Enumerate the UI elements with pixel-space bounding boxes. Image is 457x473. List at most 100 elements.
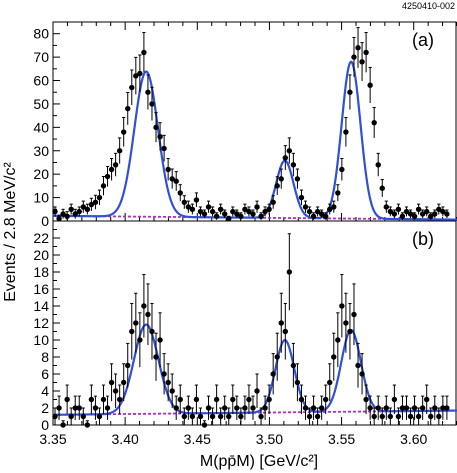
data-point (266, 384, 272, 414)
data-marker (165, 379, 171, 386)
data-marker (193, 396, 200, 403)
data-marker (226, 413, 232, 420)
data-marker (419, 405, 426, 411)
x-tick-label: 3.60 (400, 431, 427, 447)
data-point (153, 332, 159, 381)
data-point (189, 203, 196, 215)
data-point (197, 407, 204, 425)
data-marker (302, 405, 309, 411)
data-marker (145, 311, 151, 318)
data-marker (444, 405, 450, 411)
data-marker (201, 422, 208, 428)
data-marker (415, 206, 422, 212)
data-point (411, 212, 418, 220)
data-marker (129, 84, 135, 91)
data-marker (327, 206, 333, 212)
data-point (205, 395, 212, 420)
data-marker (387, 208, 394, 215)
data-marker (185, 204, 192, 210)
data-marker (415, 413, 422, 420)
data-point (379, 179, 385, 197)
total-fit-curve (52, 323, 457, 416)
data-marker (250, 211, 256, 217)
data-point (415, 203, 422, 215)
data-marker (411, 405, 418, 411)
data-marker (371, 413, 377, 420)
data-point (145, 283, 151, 346)
data-point (60, 208, 66, 219)
data-point (238, 212, 244, 220)
data-point (116, 384, 123, 414)
data-point (343, 117, 349, 147)
data-point (141, 32, 147, 73)
data-marker (149, 328, 155, 335)
data-point (367, 395, 373, 420)
data-point (440, 395, 446, 420)
data-point (395, 203, 402, 215)
data-marker (104, 405, 111, 411)
data-marker (222, 405, 228, 411)
data-point (318, 395, 325, 420)
data-point (189, 407, 196, 425)
panel-b-label: (b) (412, 229, 434, 249)
data-marker (121, 129, 127, 135)
data-point (254, 200, 260, 213)
data-point (339, 274, 345, 338)
data-point (92, 395, 99, 420)
y-tick-label: 14 (33, 298, 49, 314)
x-tick-label: 3.50 (256, 431, 283, 447)
data-point (270, 353, 276, 395)
data-marker (76, 208, 82, 215)
y-tick-label: 10 (33, 332, 49, 348)
data-point (290, 152, 297, 177)
y-tick-label: 0 (41, 417, 49, 433)
data-marker (137, 337, 143, 343)
data-marker (407, 211, 414, 217)
data-point (282, 302, 288, 360)
data-marker (165, 166, 171, 173)
data-marker (403, 208, 410, 215)
data-marker (112, 388, 119, 394)
data-point (84, 203, 91, 215)
data-marker (92, 199, 99, 205)
data-point (157, 122, 163, 151)
data-point (230, 206, 236, 217)
data-point (274, 176, 280, 196)
y-tick-label: 0 (41, 213, 49, 229)
data-point (403, 395, 410, 420)
data-point (286, 137, 293, 164)
data-marker (246, 396, 252, 403)
data-marker (149, 101, 155, 107)
y-tick-label: 12 (33, 315, 49, 331)
data-marker (286, 269, 293, 275)
data-marker (302, 204, 309, 210)
data-point (351, 283, 357, 346)
data-point (88, 384, 95, 414)
data-marker (213, 396, 220, 403)
data-point (72, 208, 78, 219)
data-point (234, 395, 240, 420)
data-marker (258, 413, 264, 420)
data-point (383, 395, 389, 420)
data-point (201, 209, 208, 218)
data-point (415, 407, 422, 425)
data-marker (270, 199, 276, 205)
data-marker (436, 206, 442, 212)
data-point (351, 36, 357, 77)
data-marker (222, 211, 228, 217)
data-marker (314, 208, 321, 215)
data-marker (266, 206, 272, 212)
data-point (339, 157, 345, 181)
data-point (371, 407, 377, 425)
data-marker (197, 413, 204, 420)
data-point (125, 91, 131, 125)
data-marker (181, 413, 187, 420)
data-point (391, 384, 398, 414)
data-marker (331, 354, 337, 360)
data-point (258, 212, 264, 220)
data-marker (238, 213, 244, 220)
data-marker (355, 45, 361, 51)
y-tick-label: 2 (41, 400, 49, 416)
data-point (213, 384, 220, 414)
